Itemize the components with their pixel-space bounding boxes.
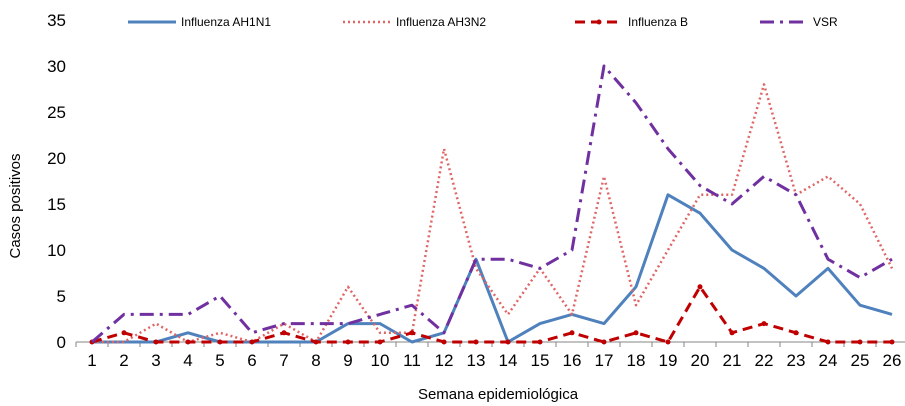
x-tick-label: 16 [563, 351, 582, 370]
series-marker [217, 339, 223, 345]
legend-label: VSR [813, 15, 838, 29]
legend-marker [596, 19, 602, 25]
series-marker [697, 284, 703, 290]
series-marker [121, 330, 127, 336]
x-tick-label: 19 [659, 351, 678, 370]
series-marker [313, 339, 319, 345]
legend-label: Influenza B [628, 15, 688, 29]
x-tick-label: 2 [119, 351, 128, 370]
x-tick-label: 15 [531, 351, 550, 370]
y-tick-label: 20 [47, 149, 66, 168]
y-axis-title-group: Casos positivos [7, 153, 24, 258]
x-tick-label: 20 [691, 351, 710, 370]
series-marker [505, 339, 511, 345]
x-tick-label: 21 [723, 351, 742, 370]
y-axis-ticks: 0 5 10 15 20 25 30 35 [47, 11, 66, 352]
series-marker [377, 339, 383, 345]
y-tick-label: 5 [57, 287, 66, 306]
y-tick-label: 30 [47, 57, 66, 76]
x-tick-label: 5 [215, 351, 224, 370]
x-tick-label: 23 [787, 351, 806, 370]
series-lines [89, 64, 895, 345]
legend: Influenza AH1N1 Influenza AH3N2 Influenza … [128, 15, 838, 29]
series-line-1 [92, 193, 893, 344]
x-tick-label: 6 [247, 351, 256, 370]
y-tick-label: 15 [47, 195, 66, 214]
series-marker [857, 339, 863, 345]
series-marker [441, 339, 447, 345]
y-axis-title: Casos positivos [7, 153, 24, 258]
x-axis-ticks: 1 2 3 4 5 6 7 8 9 10 11 12 13 14 15 16 17 18 19 20 21 22 23 24 2… [75, 342, 902, 370]
series-marker [185, 339, 191, 345]
x-tick-label: 25 [851, 351, 870, 370]
y-tick-label: 10 [47, 241, 66, 260]
x-tick-label: 4 [183, 351, 192, 370]
y-tick-label: 25 [47, 103, 66, 122]
x-tick-label: 3 [151, 351, 160, 370]
legend-label: Influenza AH3N2 [396, 15, 486, 29]
x-tick-label: 11 [403, 351, 421, 370]
x-tick-label: 8 [311, 351, 320, 370]
x-tick-label: 18 [627, 351, 646, 370]
series-marker [729, 330, 735, 336]
x-tick-label: 7 [279, 351, 288, 370]
series-marker [345, 339, 351, 345]
legend-label: Influenza AH1N1 [181, 15, 271, 29]
x-tick-label: 1 [87, 351, 96, 370]
series-marker [153, 339, 159, 345]
y-tick-label: 0 [57, 333, 66, 352]
series-marker [409, 330, 415, 336]
series-line-3 [91, 285, 892, 344]
series-marker [793, 330, 799, 336]
series-marker [825, 339, 831, 345]
series-marker [601, 339, 607, 345]
y-tick-label: 35 [47, 11, 66, 30]
series-marker [761, 321, 767, 327]
series-marker [889, 339, 895, 345]
x-tick-label: 13 [467, 351, 486, 370]
x-tick-label: 24 [819, 351, 838, 370]
x-tick-label: 10 [371, 351, 390, 370]
series-marker [281, 330, 287, 336]
x-tick-label: 17 [595, 351, 614, 370]
series-line-4 [91, 64, 893, 344]
series-marker [473, 339, 479, 345]
x-tick-label: 26 [883, 351, 902, 370]
x-tick-label: 12 [435, 351, 454, 370]
x-tick-label: 14 [499, 351, 518, 370]
x-axis-title: Semana epidemiológica [418, 386, 579, 403]
series-marker [633, 330, 639, 336]
x-tick-label: 22 [755, 351, 774, 370]
series-marker [537, 339, 543, 345]
series-marker [665, 339, 671, 345]
series-marker [569, 330, 575, 336]
series-line-2 [92, 83, 894, 344]
x-tick-label: 9 [343, 351, 352, 370]
series-marker [249, 339, 255, 345]
